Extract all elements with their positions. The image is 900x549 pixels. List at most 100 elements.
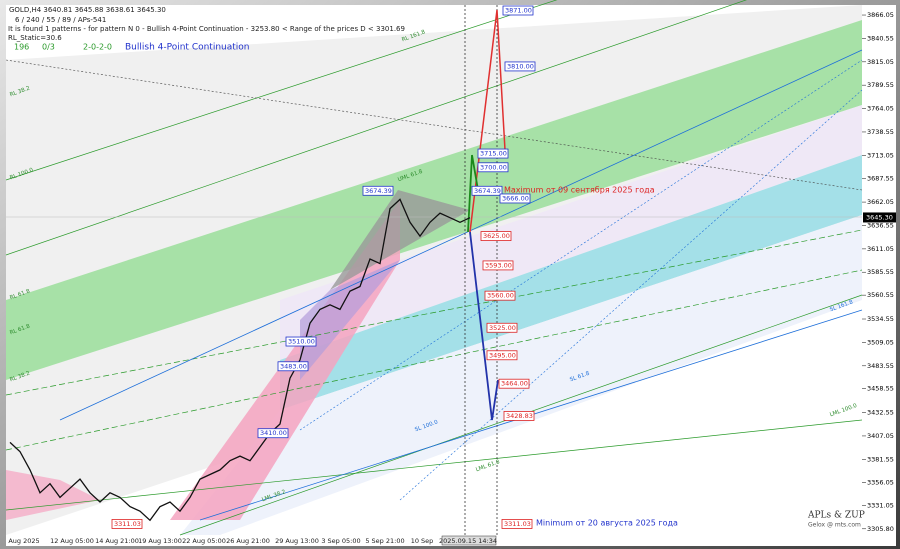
y-tick-label: 3866.05 [867,11,894,19]
light-channel [180,215,862,535]
level-label: 3483.00 [280,362,307,370]
level-box [257,428,289,439]
y-tick-label: 3662.05 [867,198,894,206]
level-label: 3674.39 [365,187,392,195]
y-tick-label: 3432.55 [867,409,894,417]
y-tick-label: 3636.55 [867,221,894,229]
level-box [498,378,530,389]
channels [6,5,862,535]
cyan-channel [280,155,862,410]
symbol-line: GOLD,H4 3640.81 3645.88 3638.61 3645.30 [9,6,166,14]
y-tick-label: 3331.05 [867,502,894,510]
y-tick-label: 3840.55 [867,34,894,42]
level-box [482,260,514,271]
level-box [502,5,534,16]
params: 6 / 240 / 55 / 89 / APs-541 [15,16,106,24]
trend-line [5,269,863,451]
level-label: 3428.83 [506,412,533,420]
trend-line [399,89,863,501]
header: GOLD,H4 3640.81 3645.88 3638.61 3645.30 … [8,6,405,53]
y-tick-label: 3407.05 [867,432,894,440]
level-label: 3674.39 [474,187,501,195]
current-price-box [863,212,896,223]
level-label: 3700.00 [480,163,507,171]
level-box [362,185,394,196]
level-label: 3311.03 [504,520,531,528]
y-tick-label: 3509.05 [867,338,894,346]
y-tick-label: 3381.55 [867,455,894,463]
trend-line [5,59,863,191]
min-annotation: Minimum от 20 августа 2025 года [536,519,678,528]
y-tick-label: 3534.55 [867,315,894,323]
y-tick-label: 3560.55 [867,291,894,299]
level-box [471,185,503,196]
current-price-label: 3645.30 [866,213,893,221]
ratio: 0/3 [42,43,55,52]
level-label: 3666.00 [502,194,529,202]
trend-line [59,49,863,421]
level-box [499,193,531,204]
trend-line [5,419,863,511]
x-tick-label: 14 Aug 21:00 [95,537,139,545]
y-tick-label: 3764.05 [867,105,894,113]
x-tick-label: Aug 2025 [8,537,39,545]
trend-line [5,229,863,396]
trend-line [5,0,558,181]
y-tick-label: 3815.05 [867,58,894,66]
x-tick-label: 12 Aug 05:00 [50,537,94,545]
projection-down [469,231,499,421]
trend-line [5,0,748,256]
count: 196 [14,43,29,52]
level-label: 3560.00 [487,292,514,300]
level-label: 3464.00 [501,380,528,388]
gray-triangle [330,190,470,290]
level-label: 3593.00 [485,261,512,269]
level-label: 3525.00 [489,324,516,332]
level-label: 3810.00 [507,62,534,70]
level-box [277,361,309,372]
level-box [285,336,317,347]
level-box [501,519,533,529]
level-label: 3625.00 [483,232,510,240]
brand: APLs & ZUP [807,511,865,521]
y-tick-label: 3611.05 [867,245,894,253]
x-tick-label: 5 Sep 21:00 [365,537,404,545]
y-tick-label: 3713.05 [867,151,894,159]
y-tick-label: 3483.55 [867,362,894,370]
y-tick-label: 3356.05 [867,479,894,487]
y-axis-area [862,5,896,535]
level-box [477,148,509,159]
level-label: 3410.00 [260,429,287,437]
y-tick-label: 3738.55 [867,128,894,136]
level-box [503,411,535,421]
x-label-box [441,535,497,546]
rl-static: RL_Static=30.6 [8,34,62,42]
pattern-name: Bullish 4-Point Continuation [125,43,250,53]
x-tick-label: 19 Aug 13:00 [138,537,182,545]
projection-mid [467,154,479,233]
x-tick-label: 3 Sep 05:00 [321,537,360,545]
level-box [486,350,518,361]
purple-triangle [300,260,400,380]
y-tick-label: 3458.55 [867,385,894,393]
level-box [480,231,512,241]
level-box [477,162,509,173]
x-tick-label: 2025.09.15 14:34 [439,537,497,545]
level-label: 3311.03 [114,520,141,528]
y-tick-label: 3789.55 [867,81,894,89]
level-box [504,61,536,72]
lavender-channel [280,105,862,360]
level-box [486,322,518,333]
level-label: 3871.00 [505,7,532,15]
x-tick-label: 10 Sep [411,537,434,545]
x-tick-label: 29 Aug 13:00 [275,537,319,545]
level-label: 3495.00 [489,351,516,359]
x-tick-label: 26 Aug 21:00 [226,537,270,545]
x-tick-label: 22 Aug 05:00 [182,537,226,545]
pattern-info: It is found 1 patterns - for pattern N 0… [8,25,405,33]
y-tick-label: 3687.55 [867,175,894,183]
site: Gelox @ mts.com [808,522,861,529]
level-label: 3510.00 [288,338,315,346]
y-tick-label: 3585.55 [867,268,894,276]
